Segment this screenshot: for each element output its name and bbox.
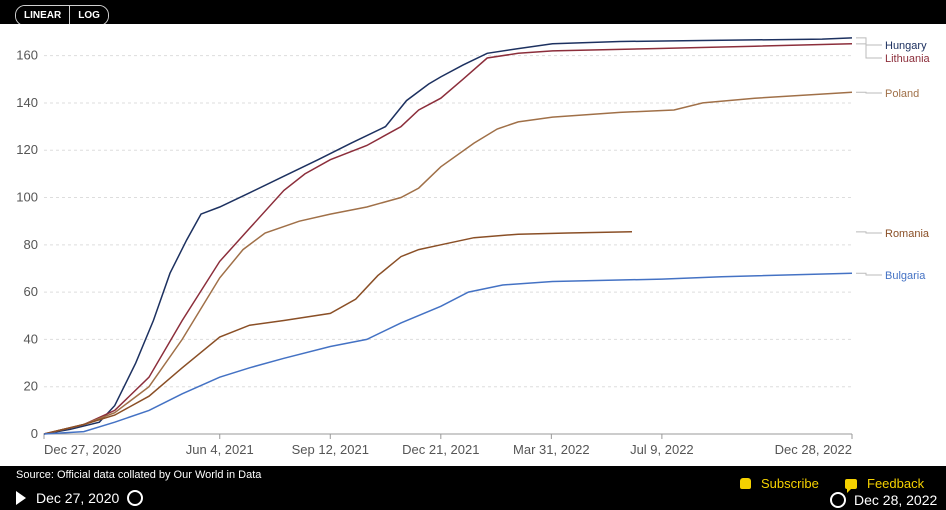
subscribe-button[interactable]: Subscribe [740,476,819,491]
subscribe-label: Subscribe [761,476,819,491]
feedback-icon [845,478,857,493]
y-tick-label: 140 [16,95,38,110]
legend-connector [856,37,882,46]
series-line-hungary [43,37,853,435]
timeline-end: Dec 28, 2022 [830,492,937,508]
y-tick-label: 20 [24,379,38,394]
source-note: Source: Official data collated by Our Wo… [16,469,262,481]
x-tick-label: Dec 21, 2021 [402,442,479,457]
legend-label-hungary: Hungary [885,40,927,52]
footer: Source: Official data collated by Our Wo… [0,466,946,510]
x-tick-label: Dec 28, 2022 [775,442,852,457]
legend-label-lithuania: Lithuania [885,53,931,65]
x-tick-label: Mar 31, 2022 [513,442,590,457]
scale-toggle: LINEAR LOG [15,5,109,26]
play-icon[interactable] [16,491,26,505]
series-line-bulgaria [43,272,853,435]
timeline-start-handle[interactable] [127,490,144,506]
legend-connector [856,231,882,234]
legend-label-poland: Poland [885,88,919,100]
y-tick-label: 0 [31,426,38,441]
y-tick-label: 120 [16,142,38,157]
y-tick-label: 160 [16,48,38,63]
series-line-lithuania [43,43,853,435]
chart-area: 0 20 40 60 80 100 120 140 160 Dec 27, 2020 Jun 4, … [0,24,946,466]
x-tick-label: Jul 9, 2022 [630,442,694,457]
timeline-end-handle[interactable] [830,492,846,508]
series-line-romania [43,231,633,435]
series-line-poland [43,91,853,435]
y-tick-label: 100 [16,190,38,205]
x-tick-label: Dec 27, 2020 [44,442,121,457]
legend-connector [856,91,882,94]
legend-connector [856,272,882,276]
x-tick-label: Sep 12, 2021 [292,442,369,457]
legend-connector [856,43,882,59]
y-tick-label: 60 [24,284,38,299]
y-tick-label: 40 [24,331,38,346]
timeline-end-date: Dec 28, 2022 [854,492,938,508]
y-tick-label: 80 [24,237,38,252]
bell-icon [740,478,751,489]
feedback-label: Feedback [867,476,925,491]
log-scale-button[interactable]: LOG [69,6,108,25]
legend-label-romania: Romania [885,228,930,240]
linear-scale-button[interactable]: LINEAR [16,6,70,25]
feedback-button[interactable]: Feedback [845,476,925,493]
timeline-start-date: Dec 27, 2020 [36,490,120,506]
line-chart: 0 20 40 60 80 100 120 140 160 Dec 27, 2020 Jun 4, … [16,37,931,457]
legend-label-bulgaria: Bulgaria [885,270,926,282]
x-tick-label: Jun 4, 2021 [186,442,254,457]
timeline: Dec 27, 2020 [16,490,144,506]
